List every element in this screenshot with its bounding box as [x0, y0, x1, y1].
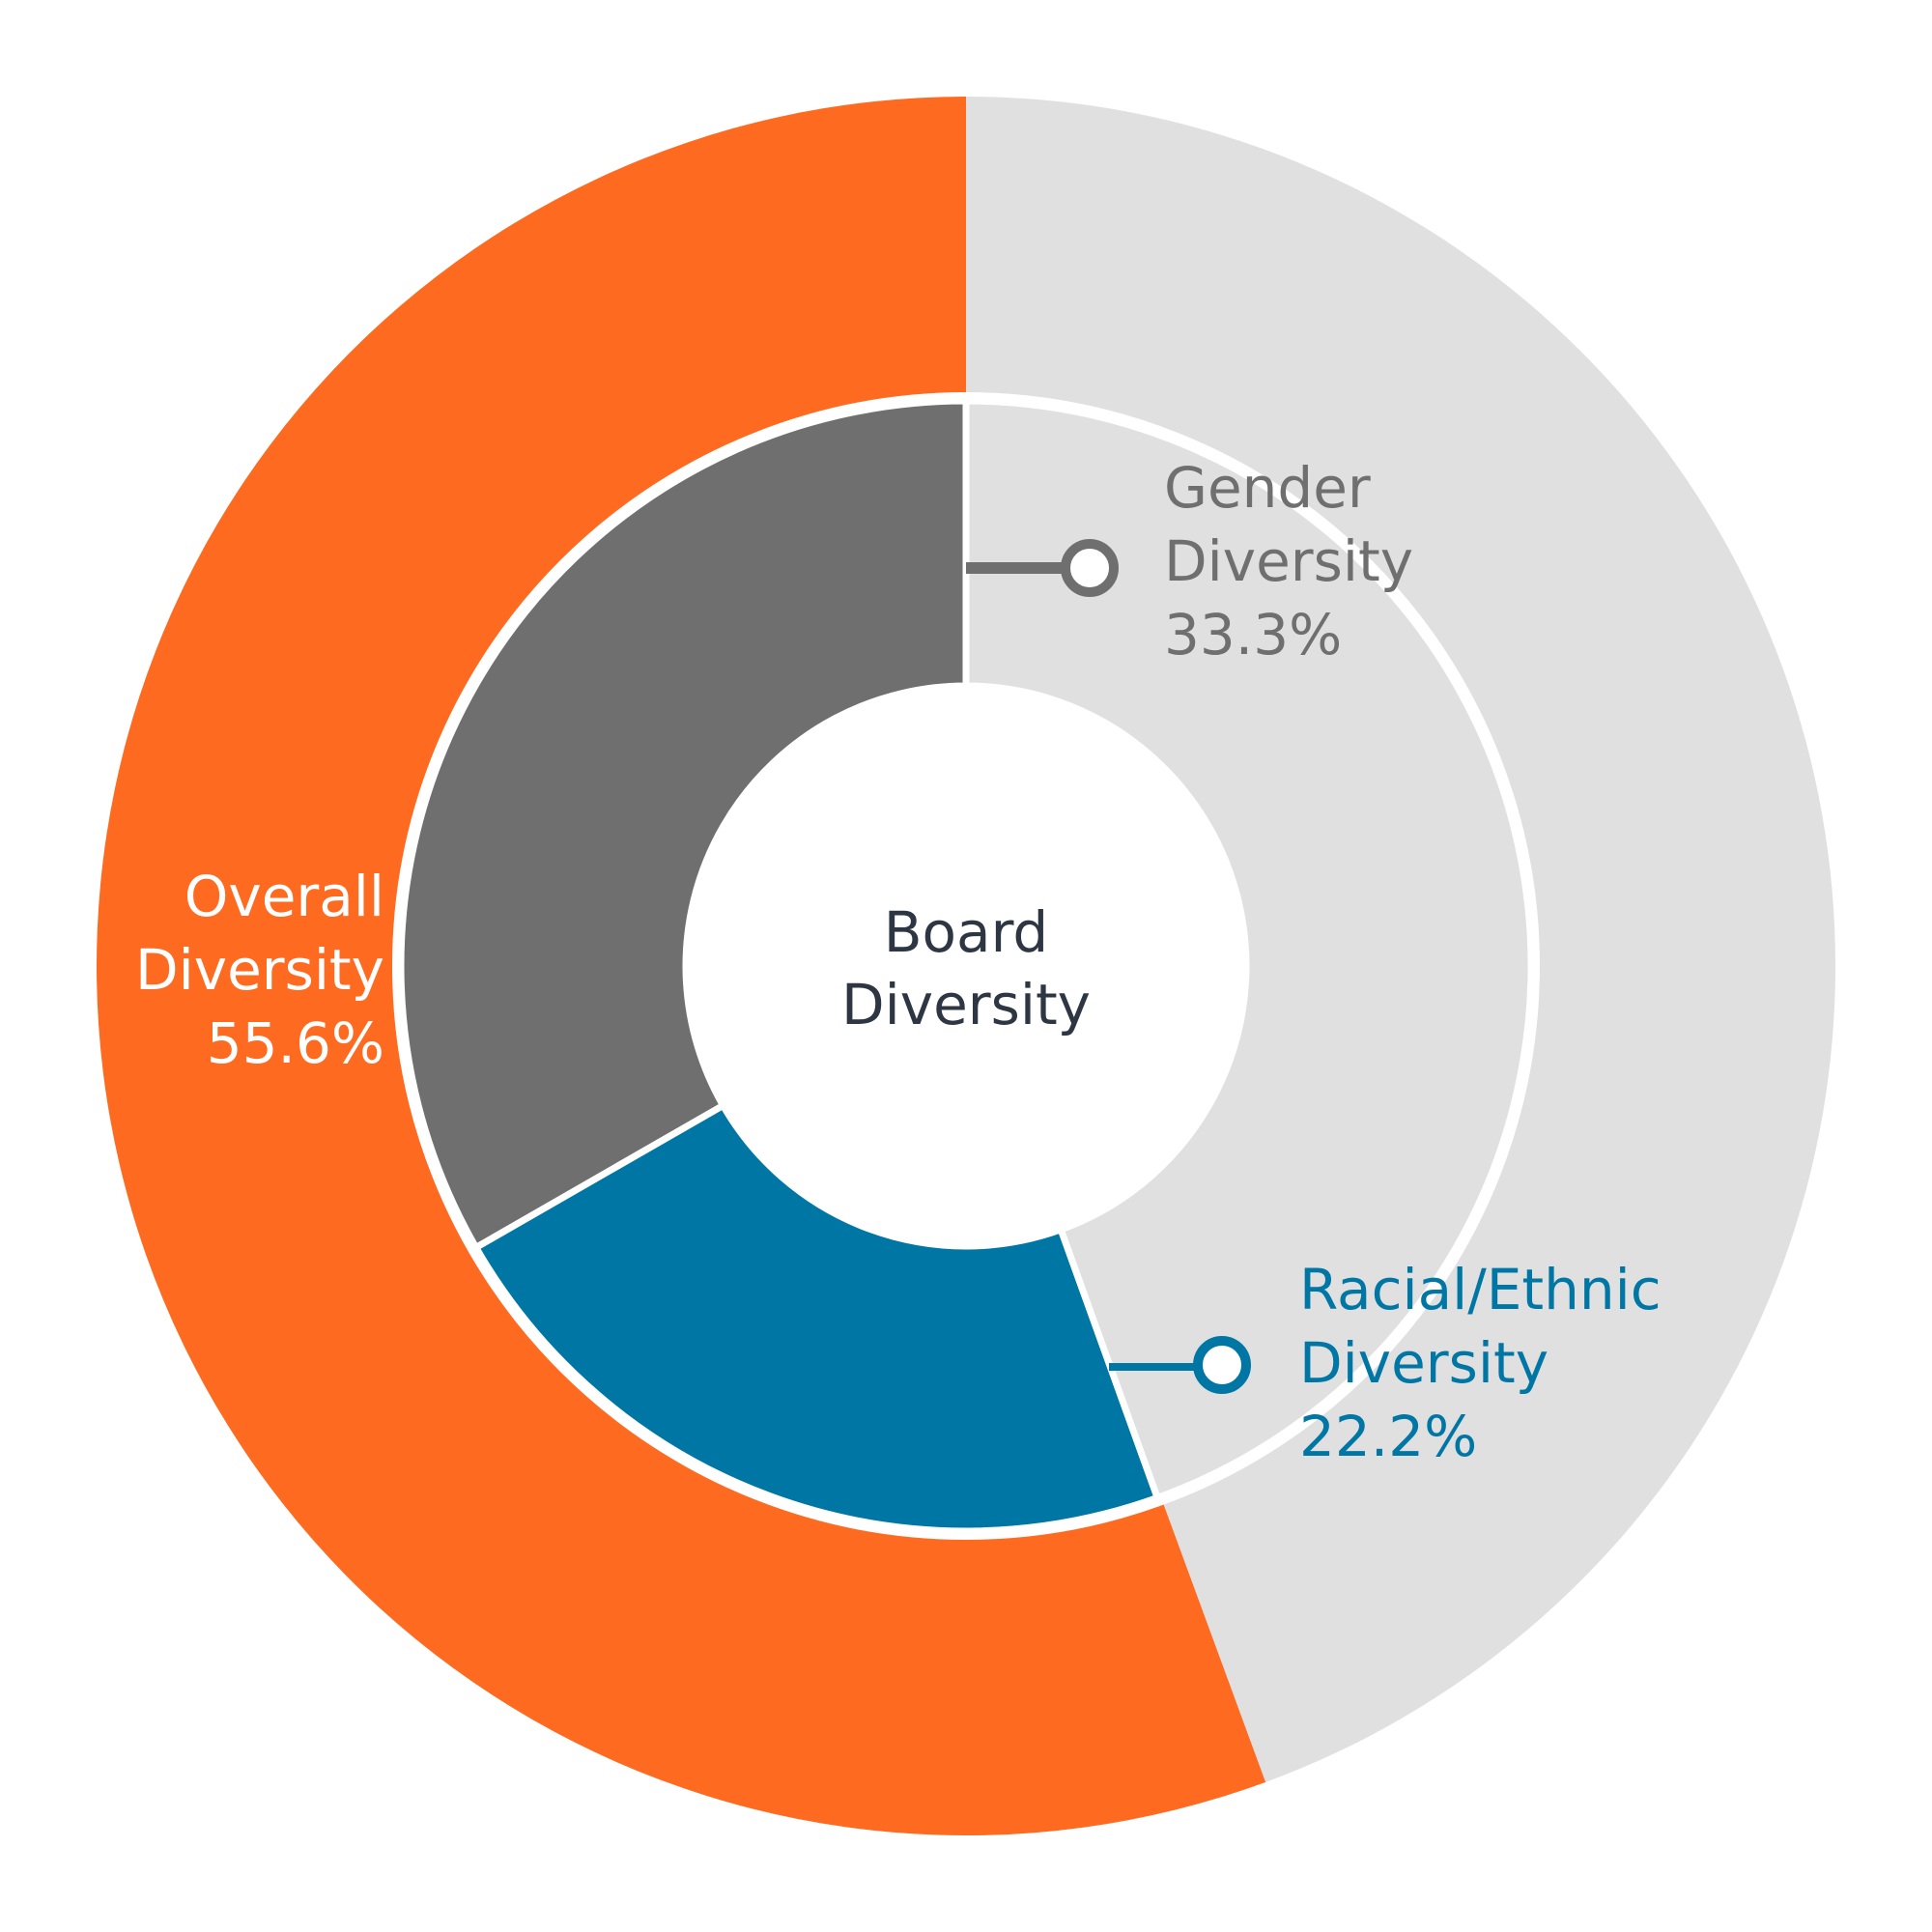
racial-ethnic-diversity-label-line-3: 22.2%	[1299, 1404, 1477, 1469]
gender-diversity-label-line-1: Gender	[1164, 455, 1371, 521]
ring-separator	[392, 392, 1540, 1540]
racial-ethnic-diversity-label-line-1: Racial/Ethnic	[1299, 1257, 1662, 1322]
gender-diversity-marker	[1061, 539, 1119, 597]
donut-hole	[686, 686, 1246, 1246]
outer-slice-remainder	[966, 97, 1835, 1782]
outer-slice-overall-diversity	[96, 97, 1266, 1836]
overall-diversity-label-line-1: Overall	[185, 864, 384, 929]
overall-diversity-label-line-2: Diversity	[135, 937, 384, 1003]
racial-ethnic-diversity-label-line-2: Diversity	[1299, 1330, 1548, 1396]
center-title-line-1: Board	[884, 899, 1048, 965]
center-title-line-2: Diversity	[841, 972, 1091, 1037]
gender-diversity-label-line-3: 33.3%	[1164, 602, 1342, 668]
racial-ethnic-diversity-marker	[1193, 1336, 1251, 1394]
gender-diversity-label-line-2: Diversity	[1164, 528, 1413, 594]
overall-diversity-label-line-3: 55.6%	[207, 1010, 384, 1076]
